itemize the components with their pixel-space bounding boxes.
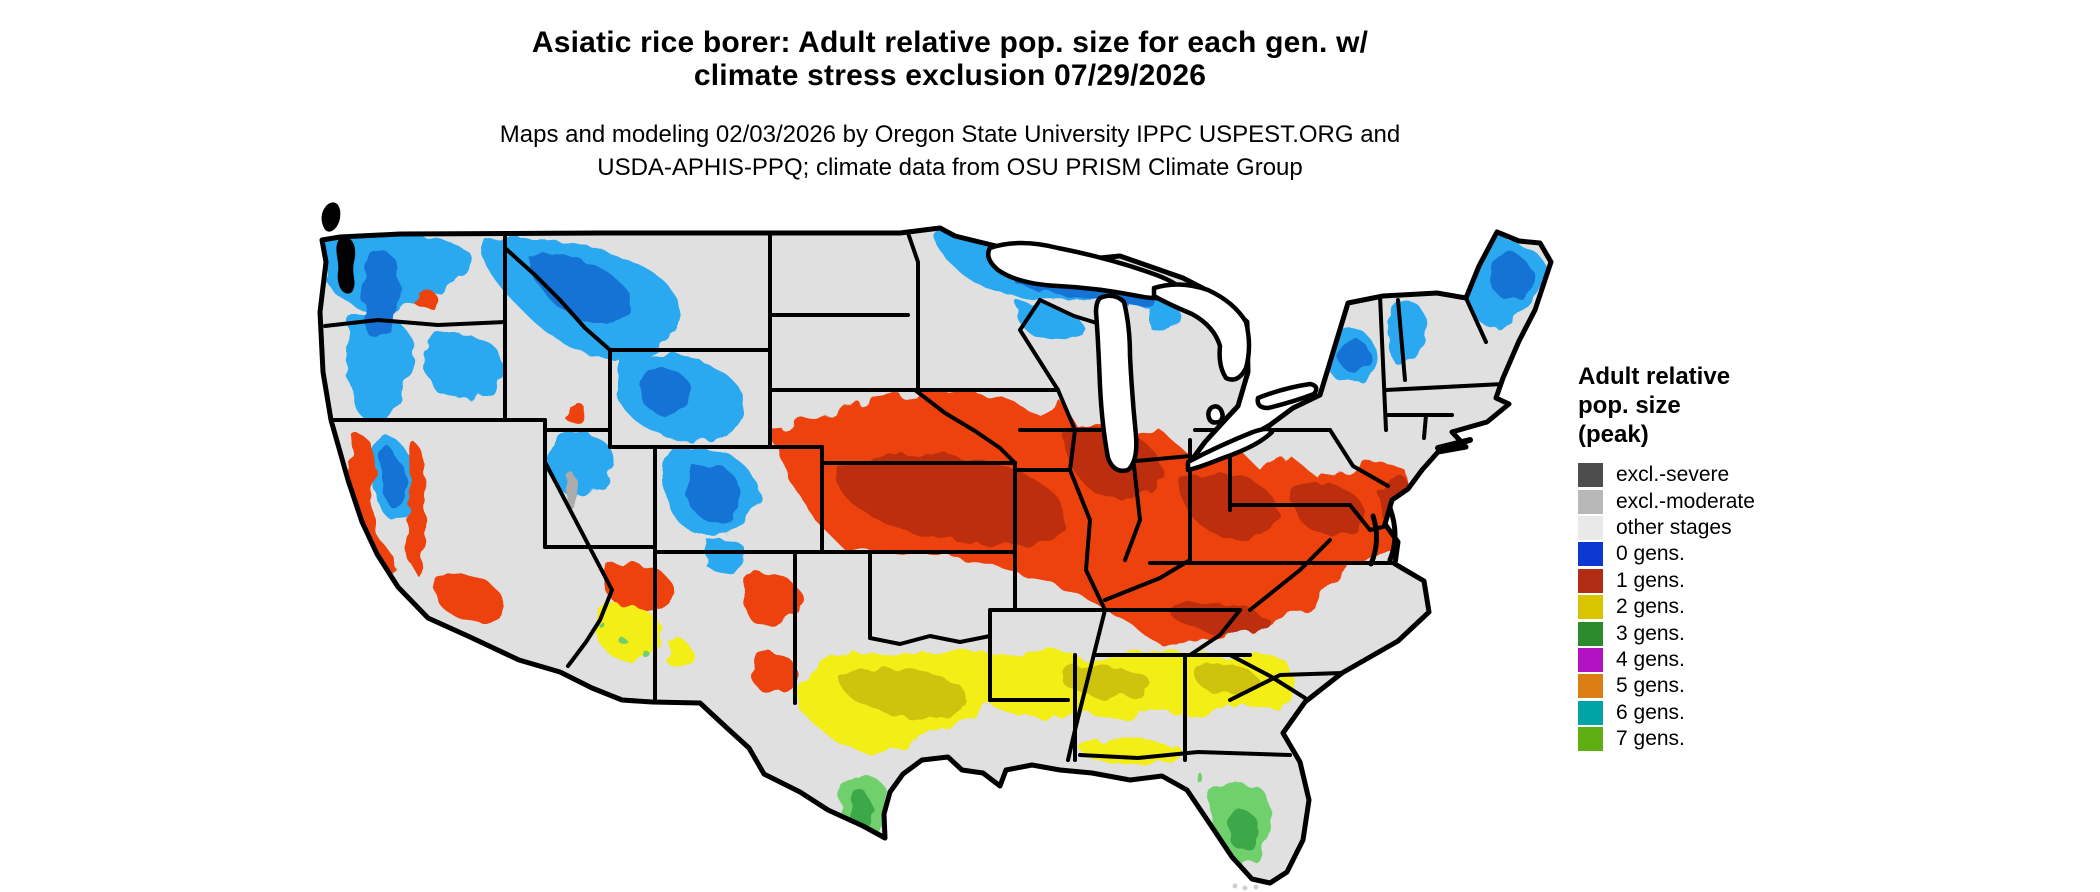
legend-swatch (1578, 700, 1603, 725)
state-borders (323, 231, 1505, 762)
legend-item-excl-moderate: excl.-moderate (1578, 488, 1878, 514)
legend-swatch (1578, 489, 1603, 514)
lake-ontario (1255, 381, 1319, 411)
legend-swatch (1578, 595, 1603, 620)
credits-subtitle: Maps and modeling 02/03/2026 by Oregon S… (250, 118, 1650, 184)
legend-item-4-gens: 4 gens. (1578, 647, 1878, 673)
legend-label: excl.-severe (1616, 463, 1730, 487)
legend-title-line-2: pop. size (1578, 392, 1681, 419)
legend-title-line-3: (peak) (1578, 421, 1649, 448)
lake-erie (1185, 426, 1275, 473)
legend-swatch (1578, 727, 1603, 752)
legend-label: 7 gens. (1616, 727, 1685, 751)
florida-keys (1232, 883, 1259, 891)
puget-sound (336, 237, 356, 294)
legend-label: 6 gens. (1616, 700, 1685, 724)
coastal-details (321, 202, 1473, 891)
legend-swatch (1578, 568, 1603, 593)
subtitle-line-2: USDA-APHIS-PPQ; climate data from OSU PR… (597, 154, 1303, 181)
legend-label: other stages (1616, 515, 1732, 539)
chesapeake-bay (1368, 513, 1379, 567)
region-2-gens-dark (838, 663, 1259, 719)
legend-label: 2 gens. (1616, 595, 1685, 619)
title-line-1: Asiatic rice borer: Adult relative pop. … (531, 26, 1369, 59)
us-generation-map (317, 202, 1554, 891)
legend-swatch (1578, 647, 1603, 672)
legend-item-7-gens: 7 gens. (1578, 726, 1878, 752)
delaware-bay (1387, 505, 1398, 563)
lake-huron (1151, 282, 1252, 382)
legend-swatch (1578, 621, 1603, 646)
legend-label: 5 gens. (1616, 674, 1685, 698)
long-island (1435, 437, 1473, 451)
legend-item-other-stages: other stages (1578, 515, 1878, 541)
legend-label: 4 gens. (1616, 647, 1685, 671)
legend-item-0-gens: 0 gens. (1578, 541, 1878, 567)
legend: Adult relative pop. size (peak) excl.-se… (1578, 362, 1878, 752)
legend-item-excl-severe: excl.-severe (1578, 462, 1878, 488)
legend-label: 1 gens. (1616, 568, 1685, 592)
us-coastline (317, 225, 1554, 886)
great-lakes (986, 240, 1319, 473)
legend-item-5-gens: 5 gens. (1578, 673, 1878, 699)
legend-label: excl.-moderate (1616, 489, 1755, 513)
region-excl-moderate (563, 474, 579, 509)
lake-st-clair (1206, 404, 1225, 425)
legend-item-3-gens: 3 gens. (1578, 620, 1878, 646)
legend-title: Adult relative pop. size (peak) (1578, 362, 1878, 449)
title-line-2: climate stress exclusion 07/29/2026 (693, 59, 1207, 92)
legend-item-2-gens: 2 gens. (1578, 594, 1878, 620)
subtitle-line-1: Maps and modeling 02/03/2026 by Oregon S… (499, 121, 1401, 148)
bc-coast-fragment (321, 202, 341, 232)
legend-item-6-gens: 6 gens. (1578, 700, 1878, 726)
legend-title-line-1: Adult relative (1578, 363, 1731, 390)
legend-item-1-gens: 1 gens. (1578, 568, 1878, 594)
legend-label: 0 gens. (1616, 542, 1685, 566)
legend-swatch (1578, 542, 1603, 567)
legend-swatch (1578, 515, 1603, 540)
legend-label: 3 gens. (1616, 621, 1685, 645)
page-title: Asiatic rice borer: Adult relative pop. … (250, 26, 1650, 92)
legend-swatch (1578, 463, 1603, 488)
legend-swatch (1578, 674, 1603, 699)
lake-michigan (1093, 293, 1139, 473)
